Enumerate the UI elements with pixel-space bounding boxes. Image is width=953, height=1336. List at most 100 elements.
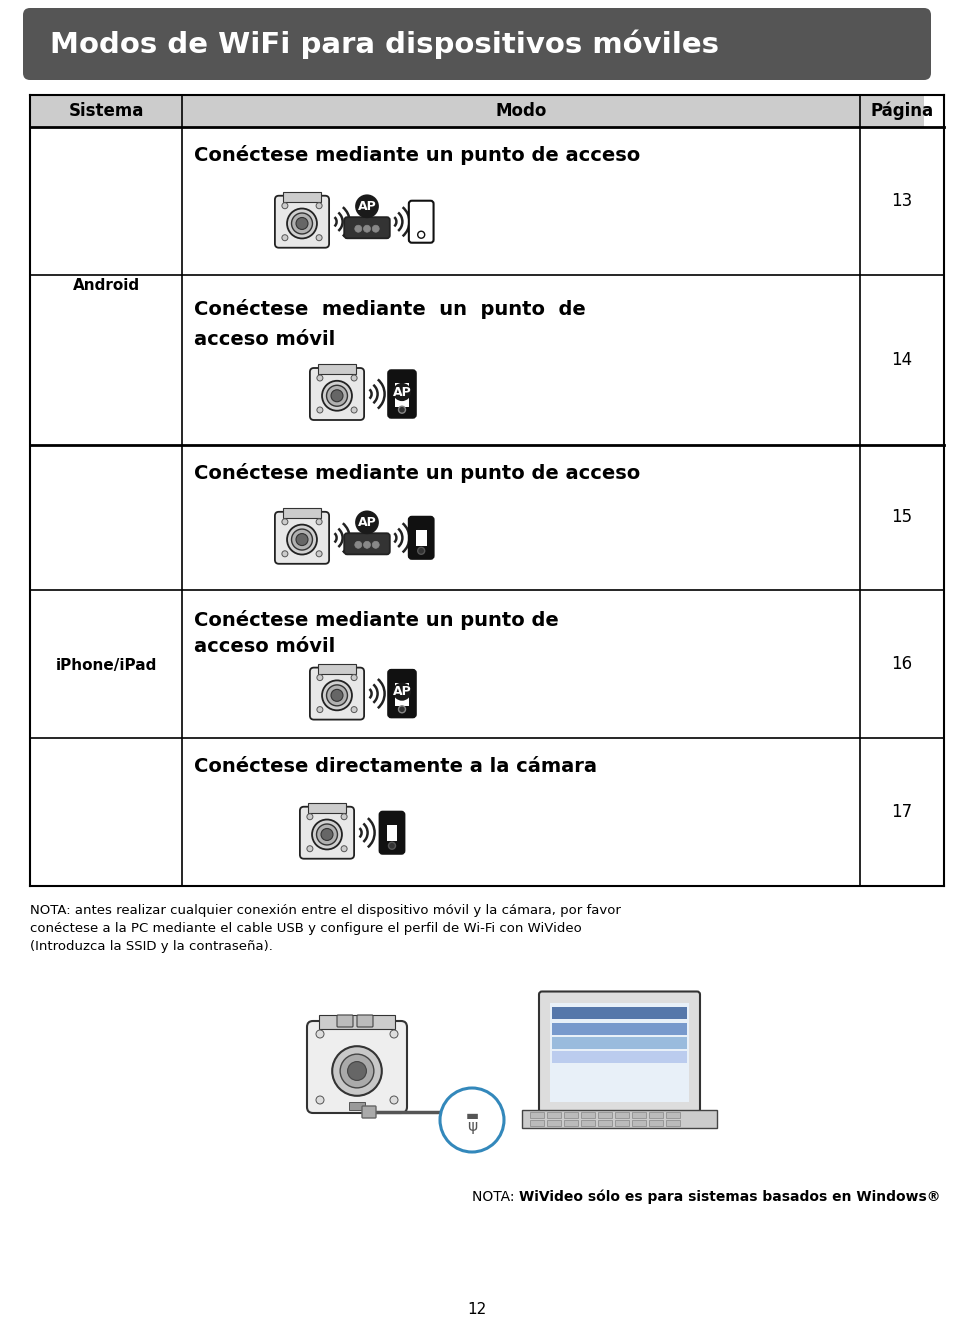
Text: 16: 16 (890, 655, 912, 673)
Text: WiVideo sólo es para sistemas basados en Windows®: WiVideo sólo es para sistemas basados en… (518, 1190, 940, 1204)
Bar (631, 1120, 645, 1125)
FancyBboxPatch shape (538, 991, 700, 1113)
FancyBboxPatch shape (299, 807, 354, 859)
Circle shape (390, 1030, 397, 1038)
Circle shape (315, 203, 322, 208)
Bar (615, 1120, 628, 1125)
Circle shape (281, 550, 288, 557)
Text: AP: AP (393, 386, 411, 398)
Circle shape (326, 385, 347, 406)
Text: Conéctese directamente a la cámara: Conéctese directamente a la cámara (193, 756, 597, 776)
Bar (598, 1120, 612, 1125)
Bar (648, 1120, 662, 1125)
Bar (552, 1006, 686, 1018)
FancyBboxPatch shape (310, 367, 364, 420)
Circle shape (355, 195, 378, 218)
Circle shape (393, 383, 411, 401)
Circle shape (307, 814, 313, 820)
Text: 12: 12 (467, 1303, 486, 1317)
FancyBboxPatch shape (409, 517, 433, 558)
Circle shape (363, 541, 370, 548)
Circle shape (281, 235, 288, 240)
Text: ▬: ▬ (465, 1109, 478, 1124)
Text: Conéctese mediante un punto de acceso: Conéctese mediante un punto de acceso (193, 462, 639, 482)
Text: acceso móvil: acceso móvil (193, 637, 335, 656)
Text: Conéctese mediante un punto de: Conéctese mediante un punto de (193, 609, 558, 629)
Bar (580, 1120, 595, 1125)
Circle shape (417, 548, 424, 554)
Bar (598, 1112, 612, 1117)
Text: Sistema: Sistema (69, 102, 144, 120)
FancyBboxPatch shape (310, 668, 364, 720)
Circle shape (281, 518, 288, 525)
Circle shape (372, 541, 378, 548)
Circle shape (355, 226, 361, 232)
Circle shape (332, 1046, 381, 1096)
Circle shape (316, 707, 322, 712)
Bar (317, 664, 355, 673)
Bar (530, 1112, 543, 1117)
Text: Android: Android (72, 278, 139, 294)
Bar (283, 192, 321, 202)
Circle shape (295, 218, 308, 230)
Circle shape (351, 675, 356, 680)
Circle shape (398, 406, 405, 413)
Circle shape (398, 705, 405, 713)
FancyBboxPatch shape (23, 8, 930, 80)
Circle shape (331, 390, 343, 402)
Text: Conéctese mediante un punto de acceso: Conéctese mediante un punto de acceso (193, 146, 639, 166)
Bar (546, 1120, 560, 1125)
Text: Página: Página (869, 102, 933, 120)
Bar (552, 1022, 686, 1034)
Bar (349, 1102, 365, 1110)
Circle shape (287, 208, 316, 238)
Bar (386, 824, 397, 840)
Circle shape (315, 518, 322, 525)
FancyBboxPatch shape (388, 669, 416, 717)
FancyBboxPatch shape (361, 1106, 375, 1118)
Text: NOTA: antes realizar cualquier conexión entre el dispositivo móvil y la cámara, : NOTA: antes realizar cualquier conexión … (30, 904, 620, 953)
Circle shape (341, 846, 347, 852)
Circle shape (439, 1088, 503, 1152)
Circle shape (320, 828, 333, 840)
Bar (530, 1120, 543, 1125)
Circle shape (307, 846, 313, 852)
Text: 13: 13 (890, 192, 912, 210)
Circle shape (315, 550, 322, 557)
Text: AP: AP (357, 200, 376, 212)
Bar (552, 1037, 686, 1049)
Circle shape (315, 235, 322, 240)
Bar (631, 1112, 645, 1117)
Text: NOTA:: NOTA: (472, 1190, 518, 1204)
Circle shape (372, 226, 378, 232)
Bar (416, 530, 426, 546)
Circle shape (390, 1096, 397, 1104)
FancyBboxPatch shape (409, 200, 433, 243)
Circle shape (340, 1054, 374, 1088)
Bar (521, 1109, 717, 1128)
Circle shape (331, 689, 343, 701)
Circle shape (322, 680, 352, 711)
Bar (308, 803, 346, 812)
Bar (580, 1112, 595, 1117)
Bar (563, 1112, 578, 1117)
Bar (283, 508, 321, 518)
Circle shape (347, 1062, 366, 1081)
Text: 15: 15 (890, 509, 912, 526)
Circle shape (351, 407, 356, 413)
Circle shape (287, 525, 316, 554)
FancyBboxPatch shape (379, 812, 404, 854)
Circle shape (316, 675, 322, 680)
Text: AP: AP (393, 685, 411, 699)
Bar (317, 363, 355, 374)
Bar (665, 1112, 679, 1117)
Circle shape (316, 407, 322, 413)
Circle shape (322, 381, 352, 410)
Circle shape (417, 231, 424, 238)
Circle shape (292, 529, 313, 550)
Bar (546, 1112, 560, 1117)
Circle shape (341, 814, 347, 820)
Circle shape (281, 203, 288, 208)
Circle shape (315, 1096, 324, 1104)
Circle shape (363, 226, 370, 232)
